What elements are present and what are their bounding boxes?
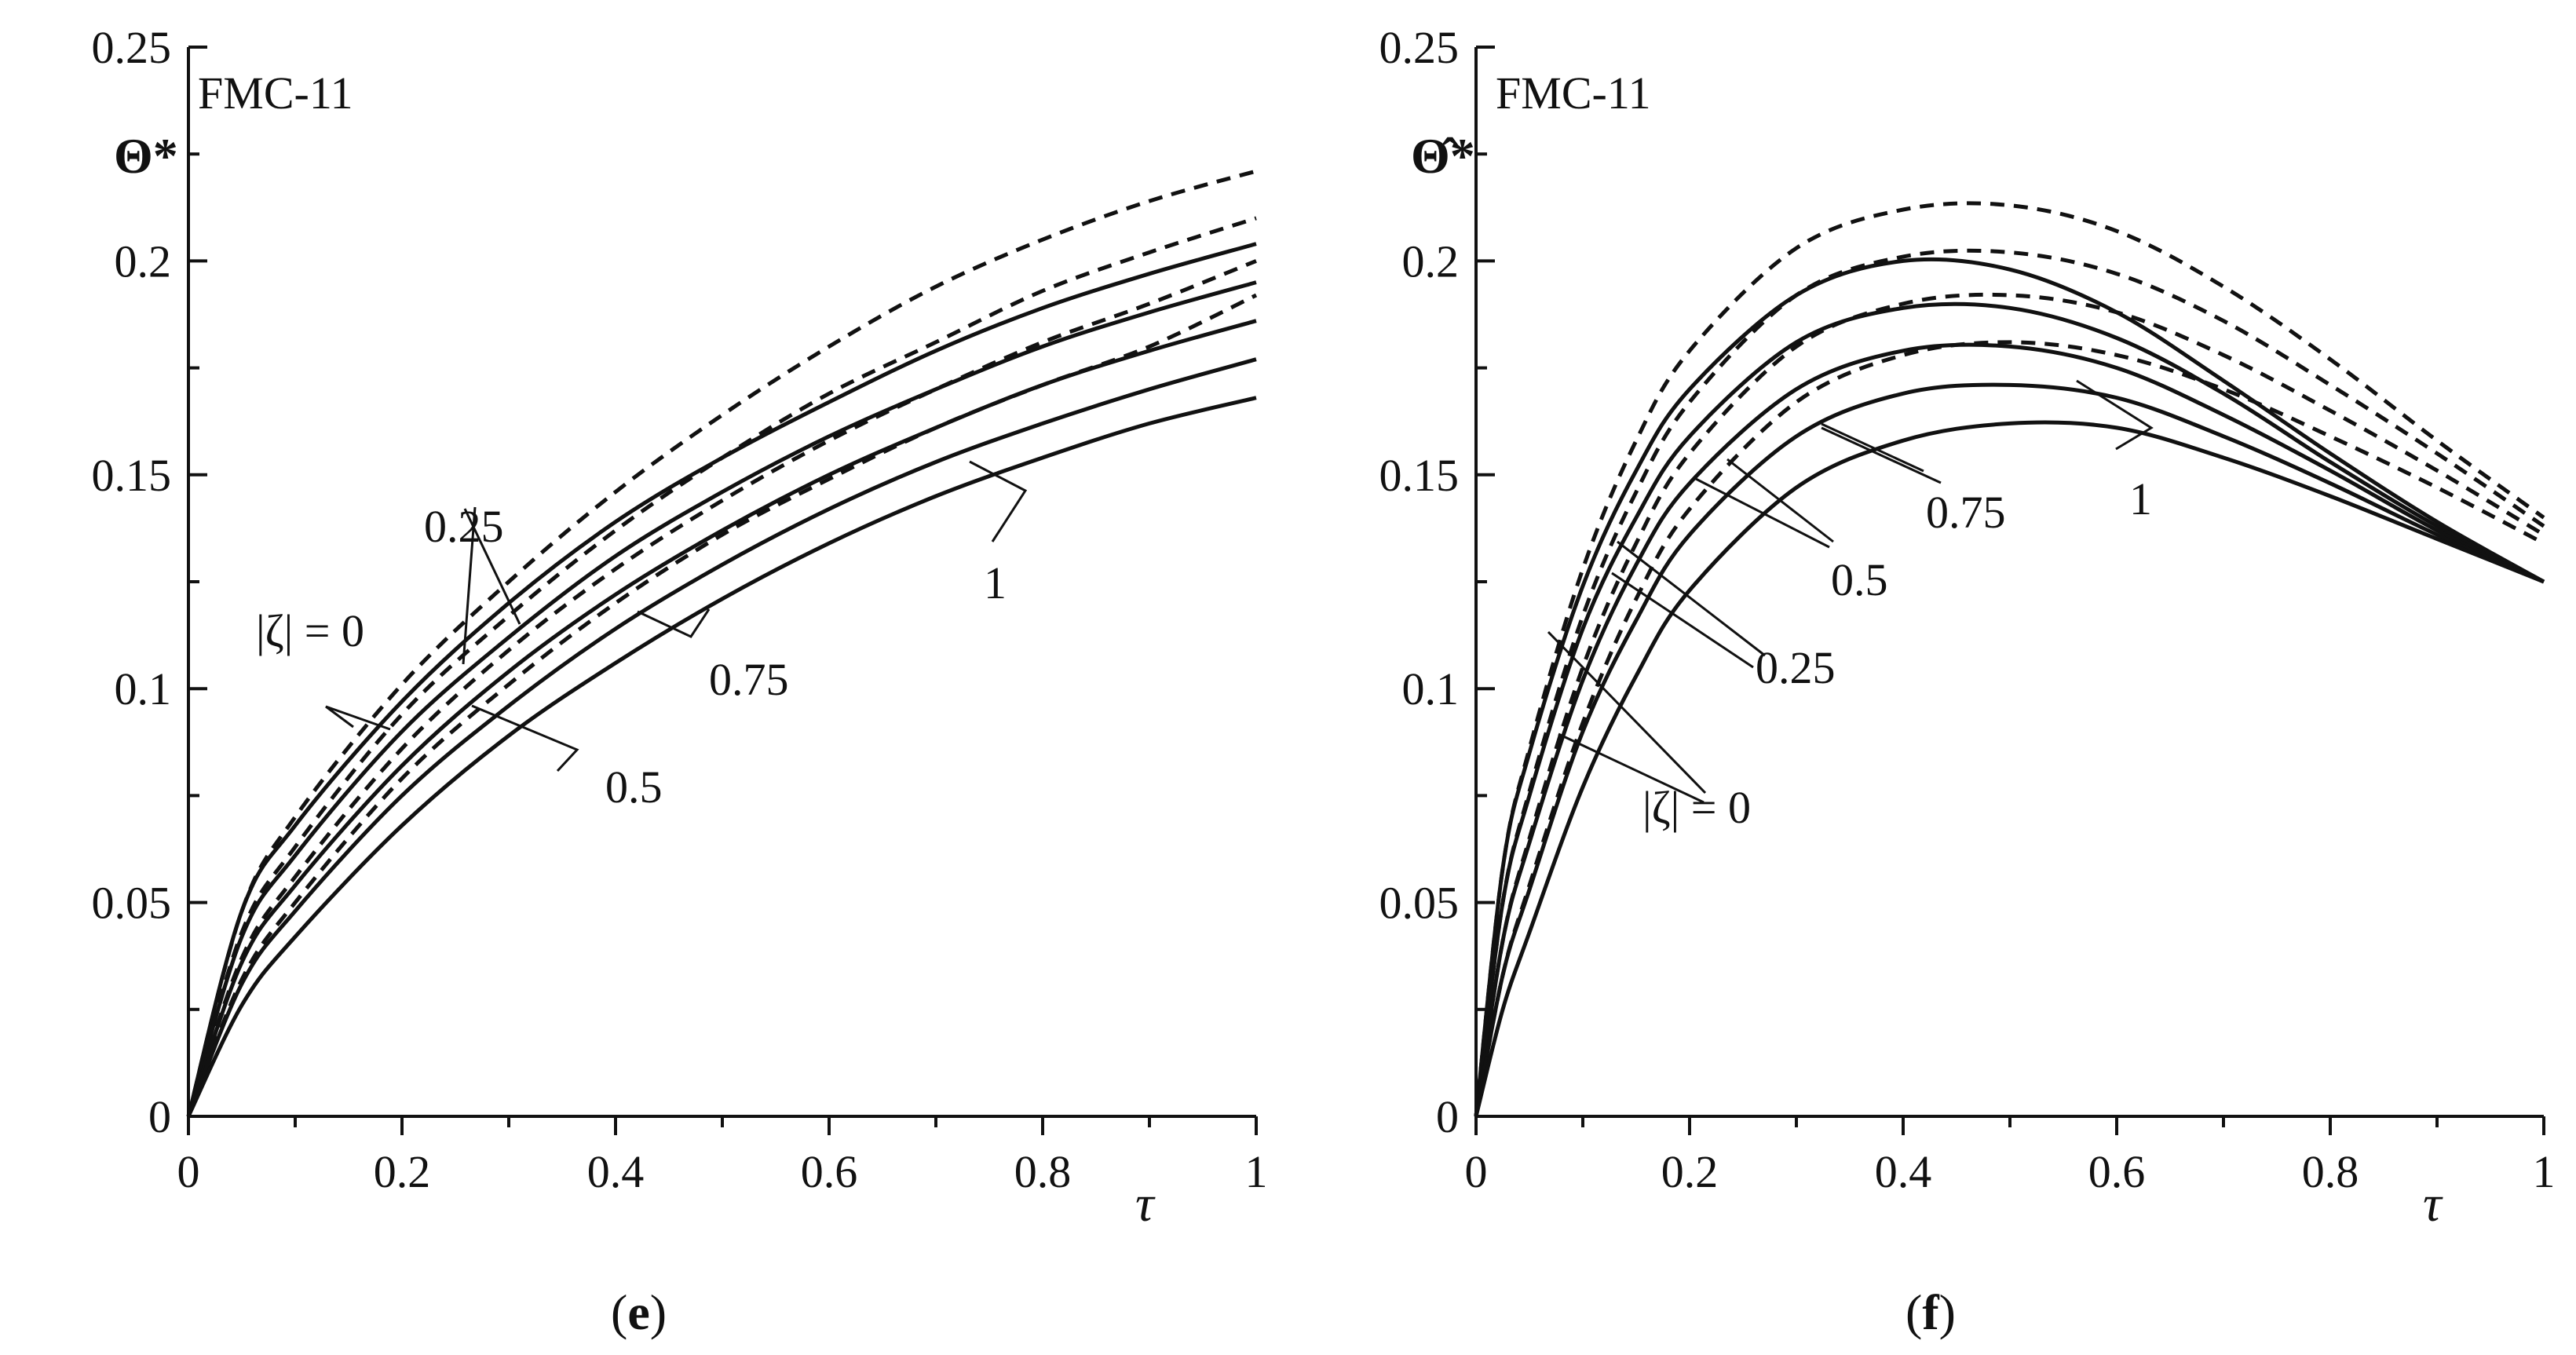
y-tick-label: 0.25: [1379, 22, 1460, 73]
leader-e-0: [325, 705, 391, 731]
leader-f-075: [1821, 426, 1942, 484]
ylabel-e: Θ*: [114, 128, 178, 184]
x-tick-label: 1: [1245, 1146, 1268, 1197]
series-line-f-4: [1474, 342, 2545, 1117]
leader-f-025: [1611, 572, 1754, 669]
series-line-e-1: [186, 169, 1257, 1117]
series-line-f-3: [1474, 248, 2545, 1117]
leader-f-025b: [1617, 540, 1766, 657]
leader-e-05: [471, 704, 579, 772]
ticks-e: 0 0.2 0.4 0.6 0.8 1 0 0.05 0.1 0.15 0.2 0.25: [92, 22, 1268, 1197]
y-tick-label: 0.1: [1402, 663, 1460, 714]
series-line-e-7: [186, 293, 1258, 1117]
annotation-f-05: 0.5: [1831, 554, 1888, 605]
x-tick-label: 0.4: [587, 1146, 645, 1197]
panel-e: 0 0.2 0.4 0.6 0.8 1 0 0.05 0.1 0.15 0.2 0.25 FMC-11…: [92, 22, 1268, 1340]
series-line-f-1: [1474, 201, 2545, 1117]
ticks-f: 0 0.2 0.4 0.6 0.8 1 0 0.05 0.1 0.15 0.2 0.25: [1379, 22, 2556, 1197]
xlabel-e: τ: [1135, 1175, 1156, 1233]
x-tick-label: 0.2: [1661, 1146, 1719, 1197]
x-tick-label: 0.4: [1875, 1146, 1932, 1197]
x-tick-label: 0.6: [801, 1146, 858, 1197]
lines-e: [186, 169, 1258, 1118]
annotations-f: [1547, 379, 2154, 804]
x-tick-label: 1: [2533, 1146, 2556, 1197]
y-tick-label: 0.15: [1379, 450, 1460, 501]
x-tick-label: 0: [1465, 1146, 1488, 1197]
leader-f-1: [2076, 379, 2154, 451]
annotation-f-1: 1: [2129, 473, 2152, 524]
series-line-e-3: [186, 216, 1257, 1117]
series-line-e-6: [186, 357, 1257, 1117]
leader-f-05b: [1726, 458, 1834, 543]
series-line-f-0: [1474, 257, 2545, 1117]
x-tick-label: 0.8: [2302, 1146, 2359, 1197]
caption-e-letter: e: [627, 1284, 649, 1340]
y-tick-label: 0.2: [1402, 236, 1460, 287]
y-tick-label: 0.1: [115, 663, 172, 714]
annotations-e: [325, 460, 1028, 772]
annotation-f-075: 0.75: [1926, 487, 2006, 538]
x-tick-label: 0.6: [2088, 1146, 2146, 1197]
series-line-f-8: [1474, 420, 2545, 1117]
caption-e: (e): [611, 1284, 667, 1340]
annotation-e-025: 0.25: [424, 501, 504, 552]
series-line-e-8: [186, 396, 1257, 1118]
annotation-e-zeta0: |ζ| = 0: [256, 605, 364, 656]
title-f: FMC-11: [1496, 68, 1651, 119]
series-line-f-5: [1474, 292, 2545, 1117]
ylabel-f: Θ̂*: [1411, 128, 1475, 184]
leader-e-1: [969, 460, 1028, 542]
annotation-f-zeta0: |ζ| = 0: [1642, 782, 1751, 833]
lines-f: [1474, 201, 2545, 1117]
series-line-e-2: [186, 280, 1257, 1117]
series-line-f-6: [1474, 382, 2545, 1117]
caption-f: (f): [1906, 1284, 1956, 1340]
caption-f-letter: f: [1922, 1284, 1939, 1340]
leader-f-0: [1547, 630, 1707, 794]
y-tick-label: 0.15: [92, 450, 172, 501]
leader-f-075b: [1821, 422, 1924, 473]
xlabel-f: τ: [2423, 1175, 2443, 1233]
series-line-e-5: [186, 259, 1257, 1117]
x-tick-label: 0.2: [374, 1146, 431, 1197]
leader-e-025b: [462, 506, 477, 665]
series-line-f-2: [1474, 301, 2545, 1117]
series-line-e-0: [186, 242, 1257, 1117]
series-line-f-7: [1474, 340, 2545, 1117]
y-tick-label: 0: [1436, 1091, 1459, 1142]
annotation-e-1: 1: [984, 557, 1007, 608]
y-tick-label: 0.25: [92, 22, 172, 73]
y-tick-label: 0.2: [115, 236, 172, 287]
title-e: FMC-11: [198, 68, 353, 119]
x-tick-label: 0: [177, 1146, 200, 1197]
annotation-f-025: 0.25: [1756, 642, 1836, 693]
annotation-e-05: 0.5: [605, 762, 663, 813]
leader-f-0b: [1558, 732, 1705, 804]
leader-e-075: [637, 608, 711, 638]
panel-f: 0 0.2 0.4 0.6 0.8 1 0 0.05 0.1 0.15 0.2 0.25 FMC-11…: [1379, 22, 2556, 1340]
y-tick-label: 0: [148, 1091, 171, 1142]
y-tick-label: 0.05: [92, 878, 172, 929]
y-tick-label: 0.05: [1379, 878, 1460, 929]
x-tick-label: 0.8: [1014, 1146, 1072, 1197]
annotation-e-075: 0.75: [709, 654, 789, 705]
leader-f-05: [1695, 477, 1830, 549]
